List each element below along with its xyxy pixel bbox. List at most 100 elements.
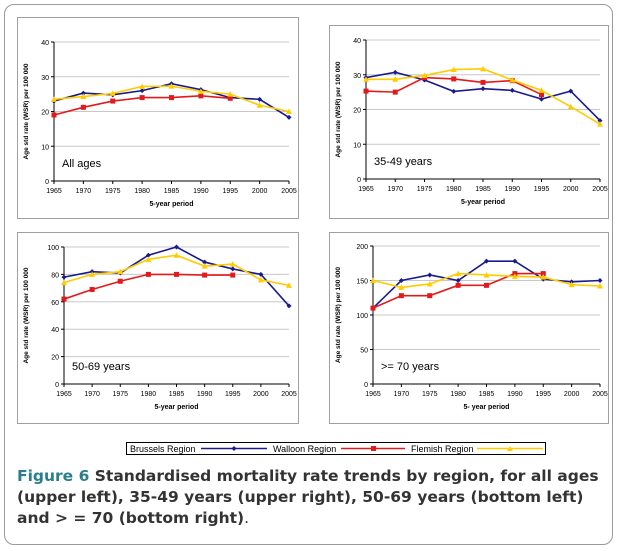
y-tick-label: 150	[356, 279, 368, 286]
x-tick-label: 1970	[76, 188, 92, 195]
data-point	[451, 88, 457, 94]
chart-70-plus-years: 0 50 100 150 200 1965 1970 1975 1980 1985 1990 1995…	[335, 244, 608, 411]
data-point	[540, 274, 547, 280]
data-point	[455, 278, 461, 283]
data-point	[286, 282, 292, 288]
data-point	[230, 272, 236, 278]
x-tick-label: 1980	[141, 391, 157, 398]
legend-label-walloon: Walloon Region	[273, 444, 337, 454]
x-tick-label: 1970	[394, 391, 410, 398]
data-point	[370, 277, 376, 283]
y-axis-title: Age std rate (WSR) per 100 000	[335, 267, 342, 363]
data-point	[139, 88, 145, 94]
data-point	[597, 118, 603, 124]
data-point	[61, 296, 67, 302]
x-axis-title: 5- year period	[464, 404, 510, 411]
data-point	[450, 66, 457, 73]
y-tick-label: 0	[357, 177, 361, 184]
data-point	[455, 270, 462, 277]
caption-text: Standardised mortality rate trends by re…	[17, 467, 599, 527]
data-point	[257, 276, 264, 283]
data-point	[257, 96, 263, 102]
data-point	[174, 271, 179, 277]
x-tick-label: 1990	[504, 186, 520, 193]
data-point	[568, 281, 575, 288]
y-tick-label: 0	[45, 179, 49, 186]
y-tick-label: 30	[41, 75, 49, 82]
data-point	[483, 271, 490, 278]
data-point	[568, 88, 574, 94]
data-point	[61, 274, 67, 280]
chart-panel-50-69: 0 20 40 60 80 100 1965 1970 1975 1980 1985 1990 1995…	[17, 232, 299, 424]
chart-annotation: All ages	[62, 158, 102, 170]
data-point	[173, 252, 180, 258]
data-point	[392, 76, 399, 82]
data-point	[139, 95, 145, 101]
x-tick-label: 2005	[592, 186, 608, 193]
x-tick-label: 2000	[252, 188, 268, 195]
data-point	[201, 263, 208, 269]
x-tick-label: 2005	[281, 391, 297, 398]
chart-panel-all-ages: 0 10 20 30 40 1965 1970 1975 1980 1985 1990 1995 200…	[17, 17, 299, 219]
x-tick-label: 1980	[446, 186, 462, 193]
series-line	[53, 82, 290, 119]
y-tick-label: 80	[51, 272, 59, 279]
y-tick-label: 40	[51, 327, 59, 334]
chart-annotation: >= 70 years	[381, 361, 440, 373]
data-point	[145, 271, 151, 277]
y-axis-title: Age std rate (WSR) per 100 000	[335, 61, 342, 157]
data-point	[286, 303, 292, 309]
data-point	[117, 278, 123, 284]
caption-label: Figure 6	[17, 467, 90, 485]
x-tick-label: 1975	[105, 188, 121, 195]
x-tick-label: 2005	[592, 391, 608, 398]
x-tick-label: 1975	[422, 391, 438, 398]
data-point	[110, 98, 116, 104]
data-point	[392, 89, 398, 95]
data-point	[145, 256, 152, 262]
x-tick-label: 2000	[253, 391, 269, 398]
data-point	[227, 95, 233, 101]
x-tick-label: 1980	[134, 188, 150, 195]
data-point	[89, 286, 95, 292]
x-tick-label: 1985	[475, 186, 491, 193]
data-point	[539, 92, 544, 98]
data-point	[512, 258, 518, 264]
data-point	[230, 266, 236, 272]
y-tick-label: 10	[353, 142, 361, 149]
data-point	[363, 76, 369, 82]
chart-annotation: 50-69 years	[72, 361, 131, 373]
data-point	[480, 65, 486, 72]
chart-50-69-years: 0 20 40 60 80 100 1965 1970 1975 1980 1985 1990 1995…	[23, 244, 297, 411]
y-tick-label: 20	[353, 108, 361, 115]
x-tick-label: 1975	[417, 186, 433, 193]
x-tick-label: 1975	[112, 391, 128, 398]
data-point	[227, 91, 234, 97]
y-tick-label: 30	[353, 73, 361, 80]
data-point	[202, 259, 208, 265]
data-point	[229, 261, 236, 267]
y-tick-label: 200	[356, 244, 368, 251]
legend-label-brussels: Brussels Region	[130, 444, 196, 454]
x-tick-label: 1970	[387, 186, 403, 193]
legend-label-flemish: Flemish Region	[411, 444, 474, 454]
x-tick-label: 1995	[534, 186, 550, 193]
data-point	[480, 86, 486, 92]
series-line	[63, 254, 290, 287]
chart-35-49-years: 0 10 20 30 40 1965 1970 1975 1980 1985 1990 1995 200…	[335, 38, 608, 206]
x-tick-label: 1990	[507, 391, 523, 398]
data-point	[80, 90, 86, 96]
series-line	[366, 68, 601, 125]
x-tick-label: 2000	[564, 391, 580, 398]
data-point	[597, 121, 603, 127]
x-tick-label: 1990	[193, 188, 209, 195]
data-point	[597, 278, 603, 283]
data-point	[426, 280, 433, 287]
x-tick-label: 1970	[84, 391, 100, 398]
data-point	[145, 252, 151, 258]
y-tick-label: 40	[41, 40, 49, 47]
data-point	[256, 102, 263, 108]
legend-swatch-flemish	[477, 446, 543, 451]
y-tick-label: 100	[356, 313, 368, 320]
x-tick-label: 1965	[365, 391, 381, 398]
